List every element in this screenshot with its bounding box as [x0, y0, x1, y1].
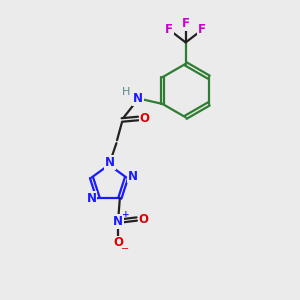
Text: −: − — [121, 244, 129, 254]
Text: N: N — [133, 92, 143, 105]
Text: N: N — [113, 215, 123, 228]
Text: N: N — [128, 169, 138, 183]
Text: F: F — [165, 23, 173, 36]
Text: O: O — [113, 236, 123, 249]
Text: +: + — [122, 210, 129, 219]
Text: N: N — [87, 192, 97, 205]
Text: H: H — [122, 87, 130, 97]
Text: N: N — [105, 156, 115, 169]
Text: O: O — [138, 212, 148, 226]
Text: F: F — [198, 23, 206, 36]
Text: O: O — [140, 112, 150, 125]
Text: F: F — [182, 17, 190, 31]
